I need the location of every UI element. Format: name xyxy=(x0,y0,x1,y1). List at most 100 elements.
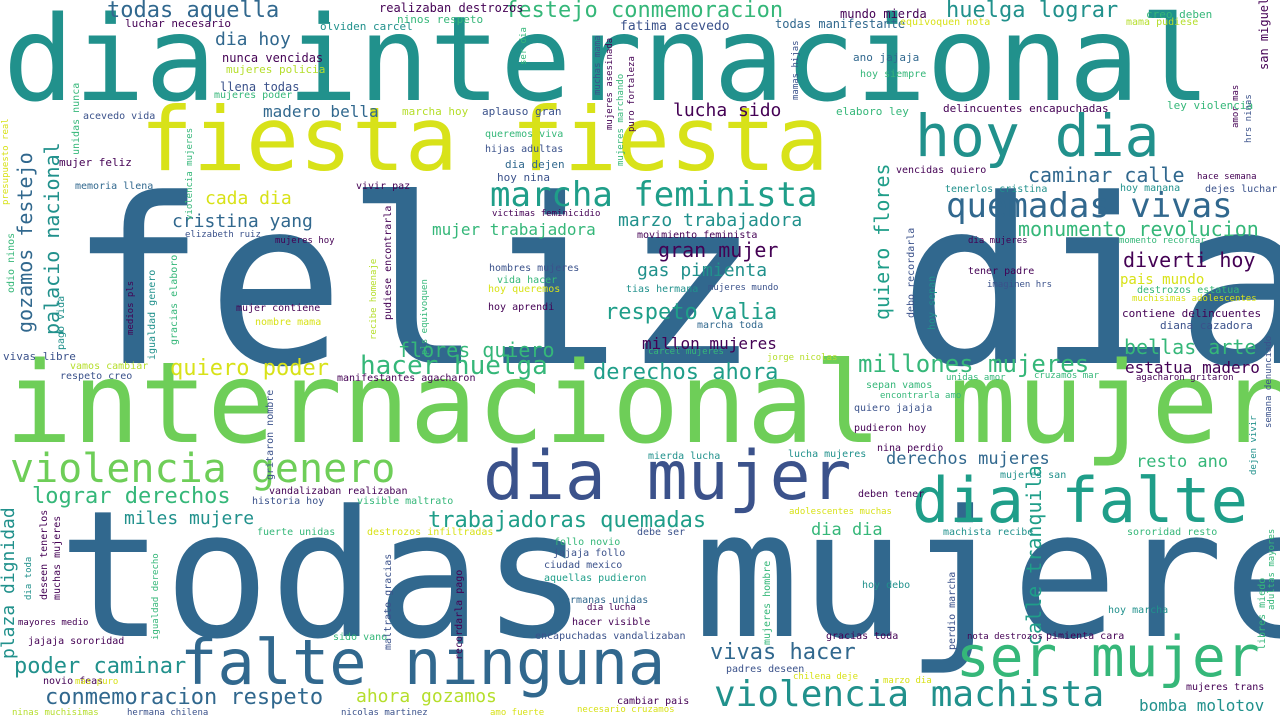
word: nota destrozos xyxy=(967,632,1043,642)
word: momento recordar xyxy=(1119,236,1206,246)
word: hace semana xyxy=(1197,172,1257,182)
word: puro fortaleza xyxy=(627,56,637,132)
word: muchas mujeres xyxy=(52,515,63,600)
word: falte ninguna xyxy=(180,626,666,699)
word: hacer huelga xyxy=(360,351,548,381)
word: perdio marcha xyxy=(947,571,958,650)
word: plaza dignidad xyxy=(0,507,19,659)
word: bellas arte xyxy=(1124,335,1257,359)
word: vivas libre xyxy=(3,350,76,363)
word: vivir paz xyxy=(356,181,411,192)
word: mujer contiene xyxy=(236,303,321,314)
word: resto ano xyxy=(1136,452,1229,472)
word: cada dia xyxy=(205,188,292,209)
word: derechos mujeres xyxy=(886,449,1050,469)
word: gozamos festejo xyxy=(13,152,37,333)
word: fuerte unidas xyxy=(257,527,336,538)
word: tenerlos cristina xyxy=(945,184,1048,195)
word: mas puro xyxy=(75,677,119,687)
word: respeto valia xyxy=(605,300,778,325)
word: tener padre xyxy=(968,266,1035,277)
word: destrozos estatua xyxy=(1137,285,1240,296)
word: trabajadoras quemadas xyxy=(428,508,707,533)
word: encontrarla amo xyxy=(880,391,962,401)
word: pais mundo xyxy=(1120,272,1205,288)
word: machista recibe xyxy=(943,527,1034,538)
word: realizaban destrozos xyxy=(379,1,524,15)
word: follo novio xyxy=(554,537,621,548)
word: dejes luchar xyxy=(1205,184,1278,195)
word: victimas feminicidio xyxy=(492,209,601,219)
word: poder caminar xyxy=(14,654,187,679)
word: mujer feliz xyxy=(59,156,132,169)
word: contiene delincuentes xyxy=(1122,307,1262,320)
word: unidas nunca xyxy=(71,82,82,155)
word: queremos viva xyxy=(485,129,564,140)
word: dia falte xyxy=(912,464,1248,537)
word: lucha mujeres xyxy=(788,449,867,460)
word: quiero flores xyxy=(870,163,894,320)
word: hacer visible xyxy=(572,617,651,628)
word: odio ninos xyxy=(6,232,17,293)
word: mujeres policia xyxy=(226,63,326,76)
word: debo recordarla xyxy=(906,227,917,318)
word: todas mujere xyxy=(58,473,1280,678)
word: san miguel xyxy=(1257,0,1271,70)
word: amor mas xyxy=(1231,84,1241,128)
word: quiero poder xyxy=(170,356,329,381)
word: encapuchadas vandalizaban xyxy=(535,631,686,642)
word: mama pudiese xyxy=(1126,17,1199,28)
word: hoy debo xyxy=(862,580,911,591)
word: mujeres poder xyxy=(214,90,293,101)
word: internacional mujer xyxy=(5,339,1280,469)
word: luchar necesario xyxy=(125,17,231,30)
word: muchisimas adolescentes xyxy=(1132,294,1257,304)
word: acevedo vida xyxy=(83,111,156,122)
word: vandalizaban realizaban xyxy=(269,486,408,497)
word: hermana chilena xyxy=(127,708,209,718)
word: hoy sepan xyxy=(927,275,938,330)
word: quiero jajaja xyxy=(854,403,933,414)
word: llena todas xyxy=(220,80,300,94)
word: sororidad resto xyxy=(1127,527,1218,538)
word: memoria llena xyxy=(75,181,154,192)
word: gritaron nombre xyxy=(265,389,276,480)
word: bomba molotov xyxy=(1139,696,1265,715)
word: olviden carcel xyxy=(320,20,413,33)
word: ahora gozamos xyxy=(356,686,497,707)
word: sepan vamos xyxy=(866,380,933,391)
word: mujeres hoy xyxy=(275,236,335,246)
word: sido vano xyxy=(333,632,388,643)
word: pudiese encontrarla xyxy=(383,205,394,320)
word: marcha feminista xyxy=(490,175,818,215)
word: amo fuerte xyxy=(490,708,545,718)
word: hoy manana xyxy=(1120,183,1181,194)
word: jorge nicolas xyxy=(767,353,838,363)
word: mujeres trans xyxy=(1186,682,1265,693)
word: maltrato gracias xyxy=(383,553,394,650)
word: dia dia xyxy=(811,520,883,540)
word: marzo trabajadora xyxy=(618,210,803,231)
word: vamos cambiar xyxy=(70,361,149,372)
word: ser mujer xyxy=(956,625,1260,690)
word: hoy aprendi xyxy=(488,302,555,313)
word: igualdad genero xyxy=(147,269,158,360)
word: pudieron hoy xyxy=(854,423,927,434)
word: semana denunciado xyxy=(1264,335,1274,428)
word: equivoquen nota xyxy=(900,17,991,28)
word: cristina yang xyxy=(172,211,313,232)
word: mujeres asesinada xyxy=(605,37,615,130)
word: mayores medio xyxy=(18,618,89,628)
word: diana cazadora xyxy=(1160,319,1253,332)
word: respeto creo xyxy=(60,371,133,382)
word: marcha toda xyxy=(697,320,764,331)
word: ano jajaja xyxy=(853,51,920,64)
word: mujeres san xyxy=(1000,470,1067,481)
word: medios pls xyxy=(126,280,136,335)
word: muchas mama xyxy=(593,35,603,95)
word: novio feas xyxy=(43,676,104,687)
word: mujer trabajadora xyxy=(432,220,596,239)
word: adultas mayores xyxy=(1267,528,1277,610)
word: madero bella xyxy=(263,102,379,121)
word: derechos ahora xyxy=(593,360,779,385)
